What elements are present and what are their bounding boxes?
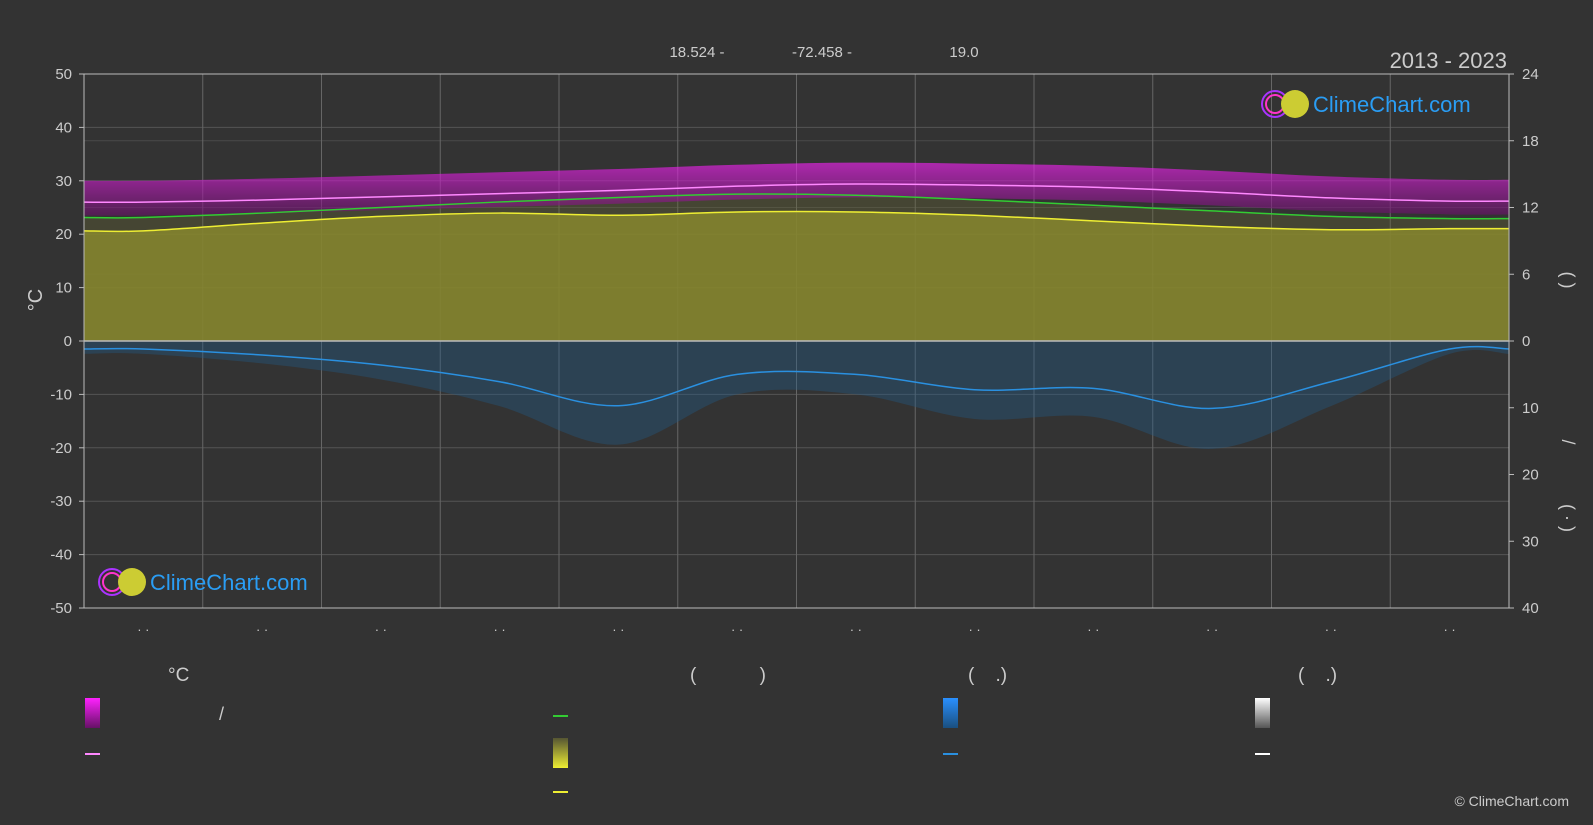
precip-band	[84, 341, 1509, 449]
temp-tick-label: 20	[55, 226, 72, 243]
axes: 50 40 30 20 10 0 -10 -20 -30 -40 -50 24 18 12 6 0 10 20 30…	[50, 66, 1538, 637]
sunshine-area	[84, 211, 1509, 341]
legend-max-temp-range-swatch	[85, 698, 100, 728]
daylight-area	[84, 194, 1509, 341]
legend-rain-swatch	[943, 698, 958, 728]
month-label: · ·	[612, 622, 624, 637]
legend-sunshine-swatch	[553, 738, 568, 768]
watermark-logo-top: ClimeChart.com	[1261, 90, 1471, 118]
precip-avg-line	[83, 345, 1510, 410]
series-lines	[83, 183, 1510, 410]
month-label: · ·	[137, 622, 149, 637]
temp-axis-label: °C	[25, 289, 47, 311]
temp-tick-label: -10	[50, 386, 72, 403]
copyright: © ClimeChart.com	[1454, 793, 1569, 809]
data-bands	[84, 162, 1509, 449]
hours-tick-label: 18	[1522, 133, 1539, 150]
precip-axis-label: ( · )	[1558, 504, 1578, 532]
month-label: · ·	[968, 622, 980, 637]
precip-tick-label: 40	[1522, 600, 1539, 617]
hours-tick-label: 6	[1522, 266, 1530, 283]
max-temp-avg-line	[83, 183, 1510, 204]
sunshine-hours-line	[83, 210, 1510, 233]
precip-tick-label: 20	[1522, 467, 1539, 484]
legend-snow-head: ( .)	[1298, 665, 1338, 686]
latitude-text: 18.524 -	[669, 44, 724, 61]
temp-tick-label: 40	[55, 119, 72, 136]
svg-text:ClimeChart.com: ClimeChart.com	[1313, 92, 1471, 117]
legend-rain-head: ( .)	[968, 665, 1008, 686]
legend-daylight-line	[553, 715, 568, 717]
hours-tick-label: 0	[1522, 333, 1530, 350]
precip-tick-label: 30	[1522, 533, 1539, 550]
temp-tick-label: 50	[55, 66, 72, 83]
precip-axis-slash: /	[1558, 439, 1578, 444]
month-label: · ·	[375, 622, 387, 637]
month-label: · ·	[1087, 622, 1099, 637]
longitude-text: -72.458 -	[792, 44, 852, 61]
legend-sunshine-line	[553, 791, 568, 793]
legend-sun-head: ( )	[690, 665, 766, 686]
temp-tick-label: -40	[50, 547, 72, 564]
daylight-hours-line	[83, 193, 1510, 220]
hours-axis-label: ( )	[1558, 272, 1578, 289]
hours-tick-label: 12	[1522, 200, 1539, 217]
temp-tick-label: -30	[50, 493, 72, 510]
temp-tick-label: 0	[64, 333, 72, 350]
precip-tick-label: 10	[1522, 400, 1539, 417]
hours-tick-label: 24	[1522, 66, 1539, 83]
max-temp-band	[84, 162, 1509, 216]
month-label: · ·	[1443, 622, 1455, 637]
elevation-text: 19.0	[949, 44, 978, 61]
svg-text:ClimeChart.com: ClimeChart.com	[150, 570, 308, 595]
legend-rain-line	[943, 753, 958, 755]
legend-snow-line	[1255, 753, 1270, 755]
month-label: · ·	[256, 622, 268, 637]
temp-tick-label: 30	[55, 173, 72, 190]
temp-tick-label: -50	[50, 600, 72, 617]
legend-max-temp-range-slash: /	[219, 704, 225, 724]
month-label: · ·	[850, 622, 862, 637]
month-label: · ·	[1206, 622, 1218, 637]
legend-max-temp-line	[85, 753, 100, 755]
temp-tick-label: -20	[50, 440, 72, 457]
month-label: · ·	[493, 622, 505, 637]
month-label: · ·	[731, 622, 743, 637]
legend-temp-head: °C	[168, 665, 190, 686]
period-text: 2013 - 2023	[1390, 48, 1507, 73]
watermark-logo-bottom: ClimeChart.com	[98, 568, 308, 596]
temp-tick-label: 10	[55, 280, 72, 297]
legend-snow-swatch	[1255, 698, 1270, 728]
month-label: · ·	[1325, 622, 1337, 637]
